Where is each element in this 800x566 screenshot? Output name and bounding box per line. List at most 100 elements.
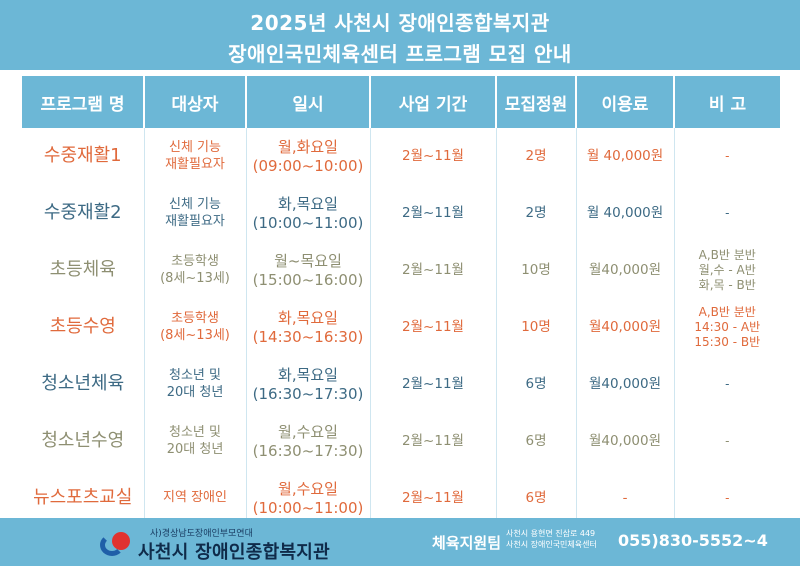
program-schedule-line: 화,목요일: [278, 365, 338, 384]
organization-name: 사천시 장애인종합복지관: [138, 542, 331, 563]
program-name: 초등체육: [22, 242, 145, 299]
program-fee: 월40,000원: [576, 413, 675, 470]
program-table: 프로그램 명 대상자 일시 사업 기간 모집정원 이용료 비 고 수중재활1 신체…: [22, 76, 780, 527]
program-schedule-line: 화,목요일: [278, 194, 338, 213]
program-quota: 6명: [496, 470, 577, 527]
table-row: 초등수영 초등학생 (8세~13세) 화,목요일 (14:30~16:30) 2월~11월…: [22, 299, 780, 356]
program-target: 청소년 및 20대 청년: [144, 413, 247, 470]
program-name: 초등수영: [22, 299, 145, 356]
program-target-line: 초등학생: [171, 254, 219, 270]
program-target-line: 20대 청년: [166, 384, 224, 400]
team-name: 체육지원팀: [432, 534, 502, 552]
program-schedule-line: (15:00~16:00): [252, 270, 364, 289]
program-target-line: 초등학생: [171, 311, 219, 327]
organization-logo-icon: [100, 530, 134, 556]
column-header: 대상자: [144, 76, 247, 128]
page-footer: 사)경상남도장애인부모연대 사천시 장애인종합복지관 체육지원팀 사천시 용현면…: [0, 518, 800, 566]
program-fee: 월40,000원: [576, 356, 675, 413]
program-target-line: 재활필요자: [165, 156, 225, 172]
program-note-line: -: [725, 434, 730, 448]
program-schedule: 월~목요일 (15:00~16:00): [246, 242, 371, 299]
table-header-row: 프로그램 명 대상자 일시 사업 기간 모집정원 이용료 비 고: [22, 76, 780, 128]
program-name: 수중재활2: [22, 185, 145, 242]
program-note: -: [674, 185, 780, 242]
program-note-line: A,B반 분반: [698, 305, 756, 319]
page-subtitle: 장애인국민체육센터 프로그램 모집 안내: [228, 42, 572, 66]
program-fee: 월40,000원: [576, 299, 675, 356]
column-header: 프로그램 명: [22, 76, 145, 128]
program-schedule-line: (16:30~17:30): [252, 441, 364, 460]
program-note-line: 14:30 - A반: [694, 320, 761, 334]
table-row: 청소년수영 청소년 및 20대 청년 월,수요일 (16:30~17:30) 2월~11월…: [22, 413, 780, 470]
program-target-line: 청소년 및: [169, 368, 221, 384]
program-quota: 10명: [496, 299, 577, 356]
program-fee: 월 40,000원: [576, 128, 675, 185]
column-header: 이용료: [576, 76, 675, 128]
program-target-line: 20대 청년: [166, 441, 224, 457]
program-note-line: -: [725, 377, 730, 391]
program-fee: 월 40,000원: [576, 185, 675, 242]
program-name: 뉴스포츠교실: [22, 470, 145, 527]
program-schedule-line: 월,수요일: [278, 422, 338, 441]
program-schedule: 화,목요일 (16:30~17:30): [246, 356, 371, 413]
program-note-line: -: [725, 149, 730, 163]
program-period: 2월~11월: [370, 356, 497, 413]
program-schedule: 화,목요일 (10:00~11:00): [246, 185, 371, 242]
program-target: 청소년 및 20대 청년: [144, 356, 247, 413]
program-period: 2월~11월: [370, 299, 497, 356]
program-target-line: 재활필요자: [165, 213, 225, 229]
program-schedule-line: (10:00~11:00): [252, 213, 364, 232]
program-note-line: 화,목 - B반: [698, 278, 756, 292]
column-header: 비 고: [674, 76, 780, 128]
program-target: 신체 기능 재활필요자: [144, 128, 247, 185]
program-name: 청소년체육: [22, 356, 145, 413]
table-row: 수중재활2 신체 기능 재활필요자 화,목요일 (10:00~11:00) 2월~11월 2…: [22, 185, 780, 242]
address-line: 사천시 용현면 진삼로 449: [506, 529, 596, 538]
program-schedule-line: 월~목요일: [274, 251, 342, 270]
table-row: 청소년체육 청소년 및 20대 청년 화,목요일 (16:30~17:30) 2월~11월…: [22, 356, 780, 413]
program-quota: 6명: [496, 413, 577, 470]
program-schedule-line: (10:00~11:00): [252, 498, 364, 517]
program-note: A,B반 분반 월,수 - A반 화,목 - B반: [674, 242, 780, 299]
program-period: 2월~11월: [370, 242, 497, 299]
program-note: A,B반 분반 14:30 - A반 15:30 - B반: [674, 299, 780, 356]
program-note-line: -: [725, 206, 730, 220]
program-note: -: [674, 413, 780, 470]
page-header: 2025년 사천시 장애인종합복지관 장애인국민체육센터 프로그램 모집 안내: [0, 0, 800, 70]
program-target: 초등학생 (8세~13세): [144, 242, 247, 299]
program-schedule: 화,목요일 (14:30~16:30): [246, 299, 371, 356]
page-title: 2025년 사천시 장애인종합복지관: [250, 11, 550, 35]
program-fee: -: [576, 470, 675, 527]
table-row: 수중재활1 신체 기능 재활필요자 월,화요일 (09:00~10:00) 2월~11월 2…: [22, 128, 780, 185]
program-schedule: 월,수요일 (16:30~17:30): [246, 413, 371, 470]
program-target: 지역 장애인: [144, 470, 247, 527]
program-target-line: 청소년 및: [169, 425, 221, 441]
program-schedule: 월,화요일 (09:00~10:00): [246, 128, 371, 185]
program-name: 청소년수영: [22, 413, 145, 470]
program-period: 2월~11월: [370, 128, 497, 185]
column-header: 모집정원: [496, 76, 577, 128]
address: 사천시 용현면 진삼로 449 사천시 장애인국민체육센터: [506, 529, 597, 551]
program-target-line: (8세~13세): [160, 270, 230, 286]
program-target: 신체 기능 재활필요자: [144, 185, 247, 242]
program-schedule: 월,수요일 (10:00~11:00): [246, 470, 371, 527]
program-target-line: 신체 기능: [169, 140, 221, 156]
program-target-line: (8세~13세): [160, 327, 230, 343]
program-note-line: -: [725, 491, 730, 505]
table-row: 뉴스포츠교실 지역 장애인 월,수요일 (10:00~11:00) 2월~11월 6명 - -: [22, 470, 780, 527]
program-note: -: [674, 356, 780, 413]
parent-organization: 사)경상남도장애인부모연대: [150, 529, 253, 539]
address-line: 사천시 장애인국민체육센터: [506, 539, 597, 549]
program-note: -: [674, 128, 780, 185]
program-schedule-line: (16:30~17:30): [252, 384, 364, 403]
program-note: -: [674, 470, 780, 527]
column-header: 사업 기간: [370, 76, 497, 128]
program-schedule-line: 화,목요일: [278, 308, 338, 327]
program-period: 2월~11월: [370, 470, 497, 527]
program-quota: 2명: [496, 185, 577, 242]
program-schedule-line: 월,수요일: [278, 479, 338, 498]
table-row: 초등체육 초등학생 (8세~13세) 월~목요일 (15:00~16:00) 2월~11월…: [22, 242, 780, 299]
program-period: 2월~11월: [370, 185, 497, 242]
phone-number: 055)830-5552~4: [618, 531, 768, 550]
program-period: 2월~11월: [370, 413, 497, 470]
